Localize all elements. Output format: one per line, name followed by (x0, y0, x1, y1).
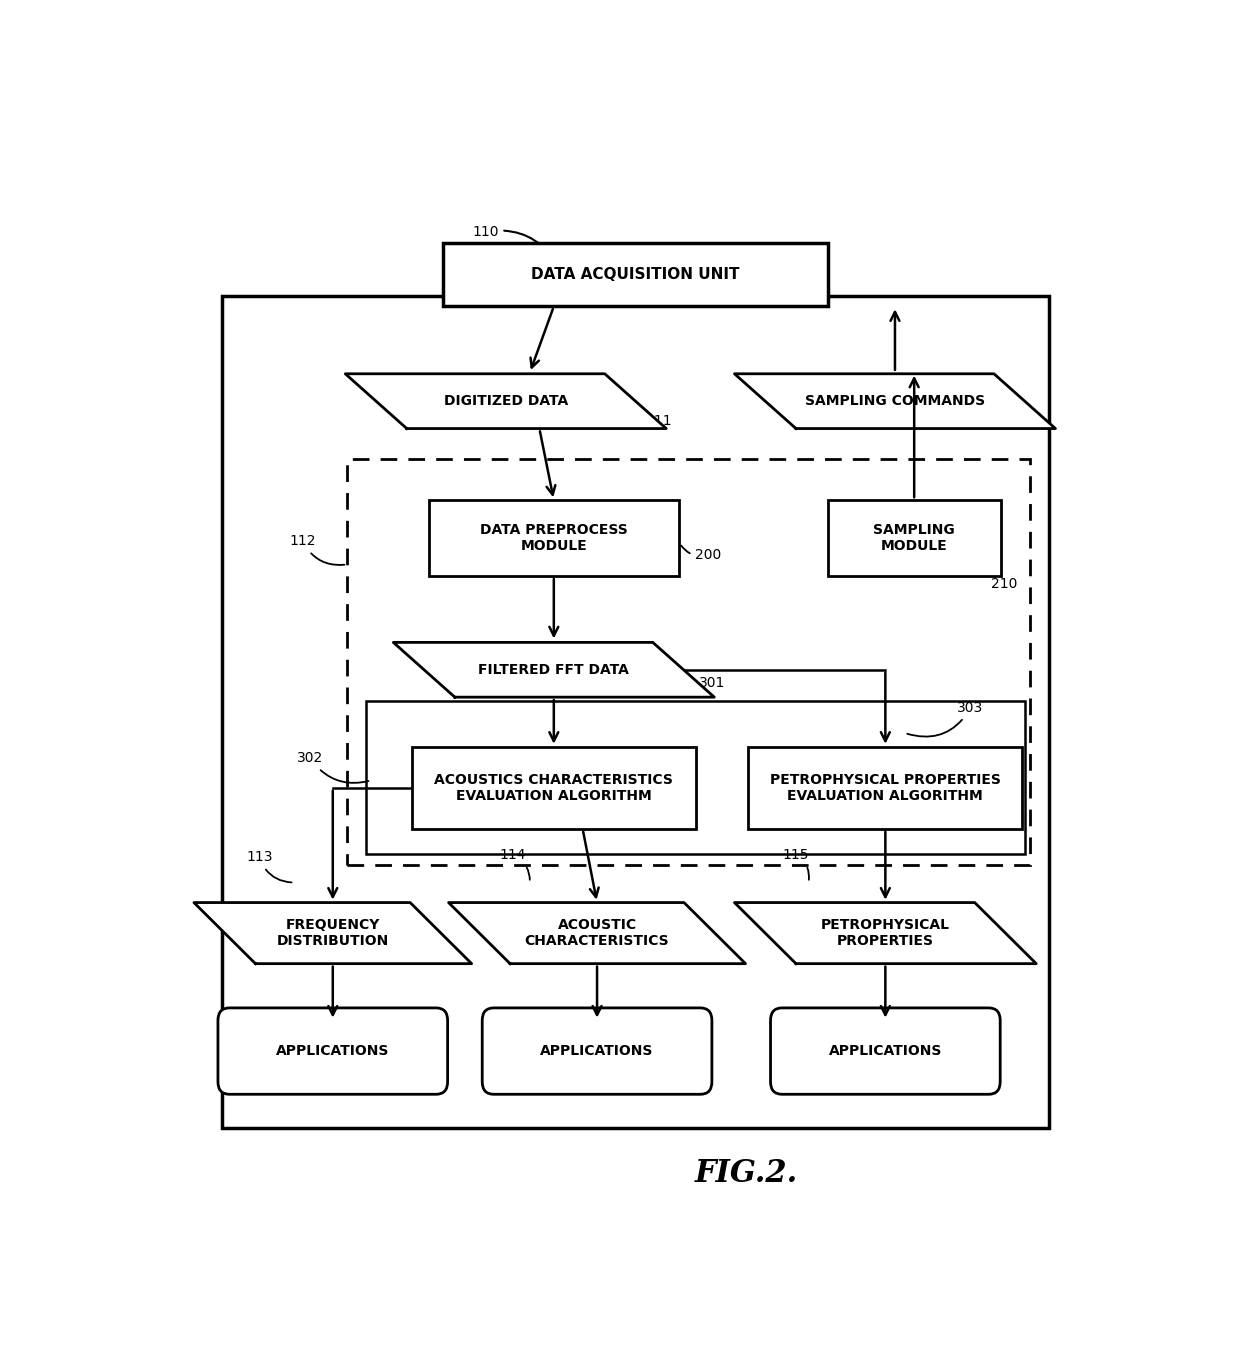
Polygon shape (449, 903, 745, 963)
Text: SAMPLING COMMANDS: SAMPLING COMMANDS (805, 394, 985, 408)
Text: DIGITIZED DATA: DIGITIZED DATA (444, 394, 568, 408)
Text: 116: 116 (823, 1071, 849, 1099)
Text: 303: 303 (908, 700, 983, 736)
Polygon shape (734, 373, 1055, 428)
Polygon shape (393, 643, 714, 698)
Text: FIG.2.: FIG.2. (694, 1157, 797, 1189)
Text: APPLICATIONS: APPLICATIONS (277, 1044, 389, 1057)
Text: FILTERED FFT DATA: FILTERED FFT DATA (479, 662, 629, 677)
Polygon shape (734, 903, 1037, 963)
Text: 210: 210 (991, 572, 1018, 591)
Text: APPLICATIONS: APPLICATIONS (541, 1044, 653, 1057)
Text: SAMPLING
MODULE: SAMPLING MODULE (873, 523, 955, 553)
Text: ACOUSTICS CHARACTERISTICS
EVALUATION ALGORITHM: ACOUSTICS CHARACTERISTICS EVALUATION ALG… (434, 773, 673, 803)
FancyBboxPatch shape (222, 295, 1049, 1129)
Text: 114: 114 (498, 848, 529, 880)
Text: 127: 127 (983, 408, 1027, 423)
Text: 116: 116 (534, 1071, 562, 1099)
Text: ACOUSTIC
CHARACTERISTICS: ACOUSTIC CHARACTERISTICS (525, 918, 670, 948)
Polygon shape (345, 373, 666, 428)
Text: PETROPHYSICAL
PROPERTIES: PETROPHYSICAL PROPERTIES (821, 918, 950, 948)
FancyBboxPatch shape (444, 244, 828, 306)
Text: 116: 116 (270, 1071, 296, 1099)
Text: 111: 111 (632, 413, 672, 428)
Text: DATA PREPROCESS
MODULE: DATA PREPROCESS MODULE (480, 523, 627, 553)
Text: 113: 113 (247, 851, 291, 882)
Text: FREQUENCY
DISTRIBUTION: FREQUENCY DISTRIBUTION (277, 918, 389, 948)
Text: DATA ACQUISITION UNIT: DATA ACQUISITION UNIT (531, 267, 740, 282)
FancyBboxPatch shape (828, 501, 1001, 576)
Polygon shape (193, 903, 471, 963)
Text: 115: 115 (782, 848, 808, 880)
FancyBboxPatch shape (770, 1008, 1001, 1094)
Text: 200: 200 (681, 546, 722, 562)
Text: 301: 301 (686, 674, 725, 689)
Text: APPLICATIONS: APPLICATIONS (828, 1044, 942, 1057)
Text: 110: 110 (472, 224, 557, 265)
FancyBboxPatch shape (429, 501, 678, 576)
FancyBboxPatch shape (412, 747, 696, 829)
Text: PETROPHYSICAL PROPERTIES
EVALUATION ALGORITHM: PETROPHYSICAL PROPERTIES EVALUATION ALGO… (770, 773, 1001, 803)
Text: 112: 112 (290, 535, 345, 565)
FancyBboxPatch shape (218, 1008, 448, 1094)
FancyBboxPatch shape (749, 747, 1022, 829)
FancyBboxPatch shape (482, 1008, 712, 1094)
Text: 302: 302 (298, 751, 368, 782)
